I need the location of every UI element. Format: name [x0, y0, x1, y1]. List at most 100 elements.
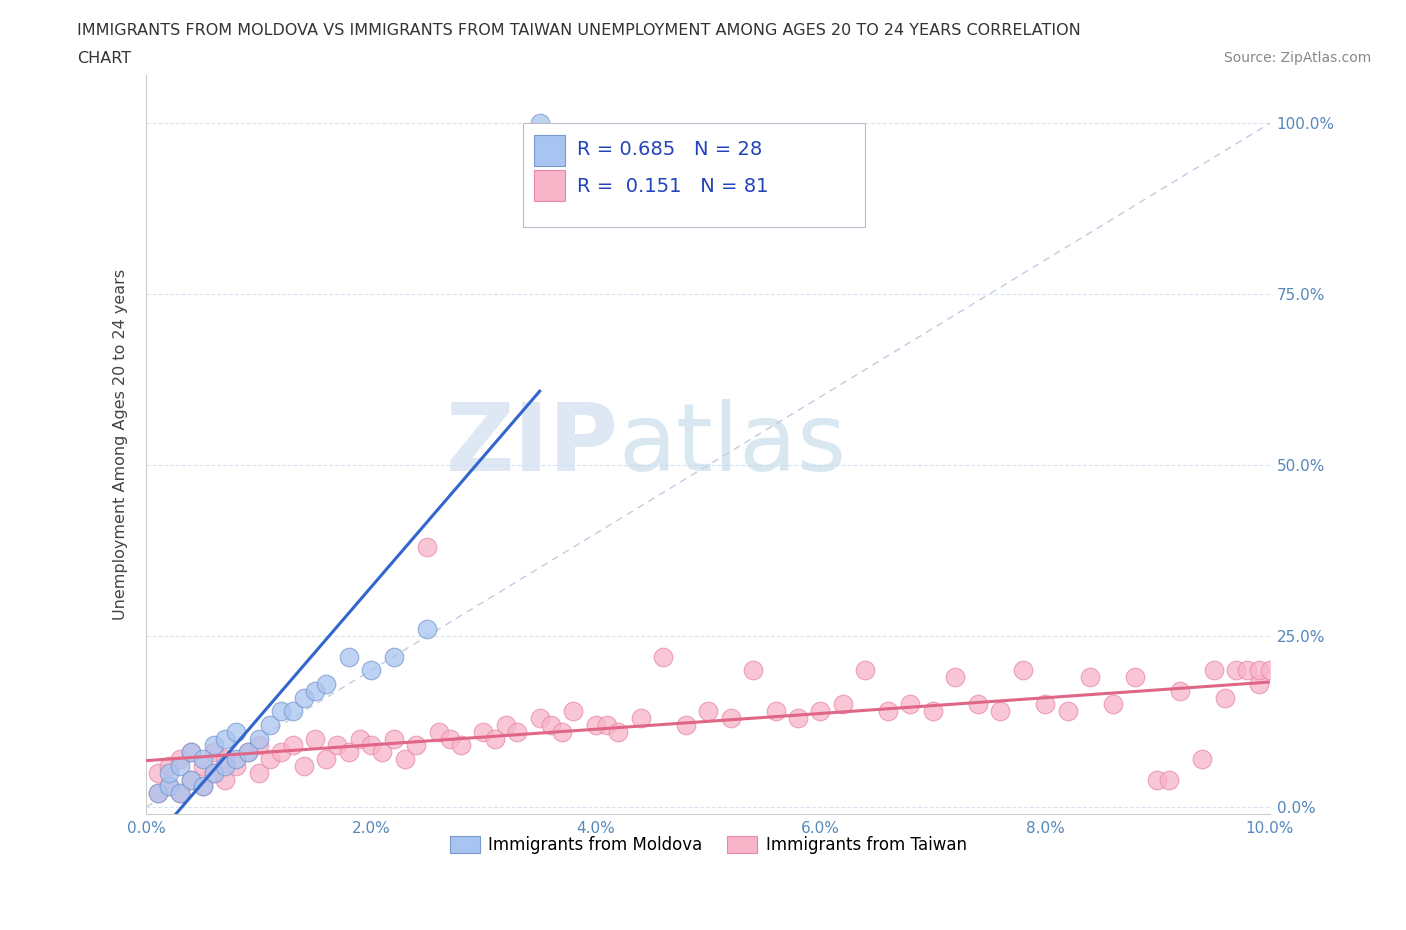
Text: IMMIGRANTS FROM MOLDOVA VS IMMIGRANTS FROM TAIWAN UNEMPLOYMENT AMONG AGES 20 TO : IMMIGRANTS FROM MOLDOVA VS IMMIGRANTS FR… [77, 23, 1081, 38]
Point [214, 751, 236, 766]
Point [1258, 663, 1281, 678]
Point [259, 718, 281, 733]
Point [371, 745, 394, 760]
Point [876, 704, 898, 719]
Point [292, 690, 315, 705]
Point [988, 704, 1011, 719]
Point [810, 704, 832, 719]
Point [146, 786, 169, 801]
Point [1236, 663, 1258, 678]
Point [281, 704, 304, 719]
Point [247, 738, 270, 753]
Point [1225, 663, 1247, 678]
Point [630, 711, 652, 725]
Point [943, 670, 966, 684]
Point [787, 711, 810, 725]
Point [405, 738, 427, 753]
Point [180, 745, 202, 760]
Point [270, 745, 292, 760]
Point [202, 765, 225, 780]
Point [191, 779, 214, 794]
Point [315, 676, 337, 691]
Point [214, 759, 236, 774]
Point [337, 745, 360, 760]
Point [146, 765, 169, 780]
Point [416, 539, 439, 554]
Point [247, 765, 270, 780]
Point [1011, 663, 1033, 678]
Point [281, 738, 304, 753]
Point [236, 745, 259, 760]
Point [382, 649, 405, 664]
Point [1101, 697, 1123, 711]
Point [551, 724, 574, 739]
Point [191, 751, 214, 766]
Point [225, 759, 247, 774]
Point [349, 731, 371, 746]
Point [315, 751, 337, 766]
Point [146, 786, 169, 801]
Point [652, 649, 675, 664]
Point [540, 718, 562, 733]
Point [169, 759, 191, 774]
FancyBboxPatch shape [523, 124, 866, 227]
Point [495, 718, 517, 733]
Point [1157, 772, 1180, 787]
FancyBboxPatch shape [534, 135, 565, 166]
Point [1168, 684, 1191, 698]
Point [529, 116, 551, 131]
FancyBboxPatch shape [534, 170, 565, 201]
Point [1202, 663, 1225, 678]
Text: R =  0.151   N = 81: R = 0.151 N = 81 [576, 177, 768, 195]
Point [832, 697, 855, 711]
Point [326, 738, 349, 753]
Point [157, 759, 180, 774]
Point [202, 765, 225, 780]
Y-axis label: Unemployment Among Ages 20 to 24 years: Unemployment Among Ages 20 to 24 years [114, 269, 128, 620]
Legend: Immigrants from Moldova, Immigrants from Taiwan: Immigrants from Moldova, Immigrants from… [443, 830, 973, 861]
Point [1213, 690, 1236, 705]
Point [484, 731, 506, 746]
Point [921, 704, 943, 719]
Point [169, 786, 191, 801]
Point [382, 731, 405, 746]
Point [225, 751, 247, 766]
Point [416, 622, 439, 637]
Point [720, 711, 742, 725]
Point [1247, 676, 1270, 691]
Point [225, 724, 247, 739]
Point [607, 724, 630, 739]
Point [1078, 670, 1101, 684]
Point [202, 745, 225, 760]
Point [394, 751, 416, 766]
Point [304, 731, 326, 746]
Point [292, 759, 315, 774]
Point [214, 772, 236, 787]
Point [202, 738, 225, 753]
Point [214, 731, 236, 746]
Point [472, 724, 495, 739]
Point [675, 718, 697, 733]
Point [157, 779, 180, 794]
Point [180, 772, 202, 787]
Point [1056, 704, 1078, 719]
Point [180, 745, 202, 760]
Point [439, 731, 461, 746]
Text: Source: ZipAtlas.com: Source: ZipAtlas.com [1223, 51, 1371, 65]
Point [562, 704, 585, 719]
Point [180, 772, 202, 787]
Point [697, 704, 720, 719]
Point [169, 751, 191, 766]
Point [765, 704, 787, 719]
Point [1123, 670, 1146, 684]
Text: R = 0.685   N = 28: R = 0.685 N = 28 [576, 140, 762, 159]
Point [1191, 751, 1213, 766]
Text: atlas: atlas [619, 399, 846, 491]
Point [529, 711, 551, 725]
Point [966, 697, 988, 711]
Text: ZIP: ZIP [446, 399, 619, 491]
Point [1146, 772, 1168, 787]
Point [360, 663, 382, 678]
Point [337, 649, 360, 664]
Point [585, 718, 607, 733]
